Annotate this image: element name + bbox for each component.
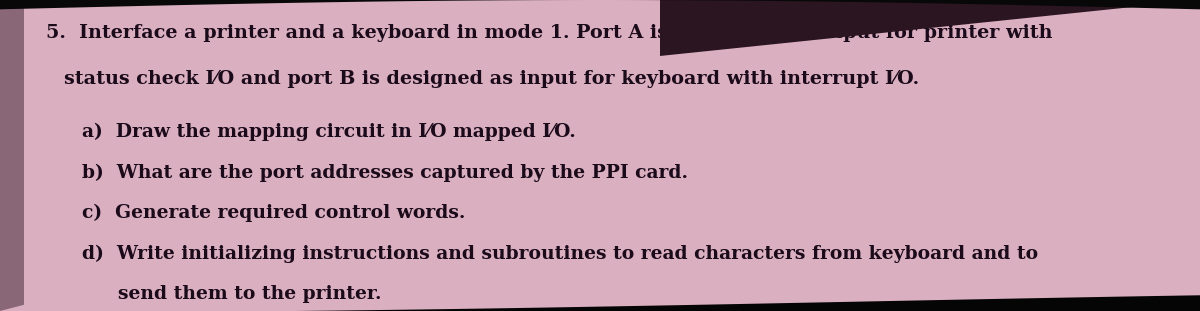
Text: d)  Write initializing instructions and subroutines to read characters from keyb: d) Write initializing instructions and s… (82, 244, 1038, 262)
Text: send them to the printer.: send them to the printer. (118, 285, 382, 303)
Polygon shape (0, 0, 24, 311)
Polygon shape (0, 295, 1200, 311)
Text: b)  What are the port addresses captured by the PPI card.: b) What are the port addresses captured … (82, 164, 688, 182)
Text: a)  Draw the mapping circuit in I⁄O mapped I⁄O.: a) Draw the mapping circuit in I⁄O mappe… (82, 123, 575, 141)
Polygon shape (0, 0, 1200, 9)
Text: c)  Generate required control words.: c) Generate required control words. (82, 204, 464, 222)
Polygon shape (660, 0, 1200, 56)
Text: 5.  Interface a printer and a keyboard in mode 1. Port A is designed as output f: 5. Interface a printer and a keyboard in… (46, 24, 1052, 42)
Text: status check I⁄O and port B is designed as input for keyboard with interrupt I⁄O: status check I⁄O and port B is designed … (64, 70, 919, 88)
